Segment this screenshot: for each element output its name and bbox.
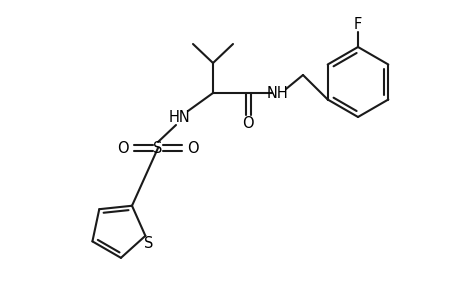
Text: NH: NH [267, 85, 288, 100]
Text: F: F [353, 16, 361, 32]
Text: S: S [143, 236, 153, 251]
Text: HN: HN [169, 110, 190, 124]
Text: O: O [117, 140, 129, 155]
Text: O: O [187, 140, 198, 155]
Text: S: S [153, 140, 162, 155]
Text: O: O [241, 116, 253, 130]
